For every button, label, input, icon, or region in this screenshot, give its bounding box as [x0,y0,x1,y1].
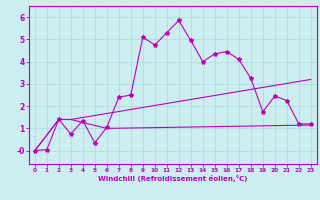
X-axis label: Windchill (Refroidissement éolien,°C): Windchill (Refroidissement éolien,°C) [98,175,247,182]
